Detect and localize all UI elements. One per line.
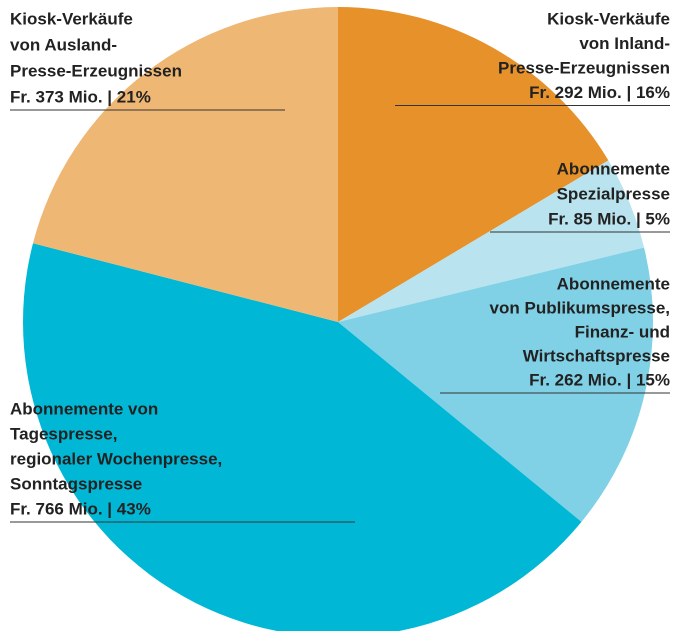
slice-label: Wirtschaftspresse — [523, 346, 670, 365]
slice-label: regionaler Wochenpresse, — [10, 449, 222, 468]
slice-label: Tagespresse, — [10, 424, 117, 443]
pie-slice — [338, 247, 653, 522]
pie-slice — [33, 7, 339, 322]
slice-label: Abonnemente — [557, 159, 670, 178]
pie-slice — [338, 7, 609, 322]
value-label: Fr. 766 Mio. | 43% — [10, 499, 151, 518]
value-label: Fr. 85 Mio. | 5% — [548, 209, 670, 228]
slice-label: von Publikumspresse, — [490, 298, 670, 317]
value-label: Fr. 373 Mio. | 21% — [10, 87, 151, 106]
slice-label: von Ausland- — [10, 35, 117, 54]
slice-label: Spezialpresse — [557, 184, 670, 203]
value-label: Fr. 292 Mio. | 16% — [529, 83, 670, 102]
slice-label: Abonnemente — [557, 274, 670, 293]
slice-label: Sonntagspresse — [10, 474, 142, 493]
slice-label: Kiosk-Verkäufe — [547, 9, 670, 28]
slice-label: von Inland- — [579, 34, 670, 53]
pie-slice — [23, 243, 582, 631]
slice-label: Presse-Erzeugnissen — [10, 61, 182, 80]
slice-label: Finanz- und — [575, 322, 670, 341]
value-label: Fr. 262 Mio. | 15% — [529, 370, 670, 389]
pie-slice — [338, 160, 645, 322]
slice-label: Kiosk-Verkäufe — [10, 9, 133, 28]
slice-label: Abonnemente von — [10, 399, 158, 418]
slice-label: Presse-Erzeugnissen — [498, 58, 670, 77]
